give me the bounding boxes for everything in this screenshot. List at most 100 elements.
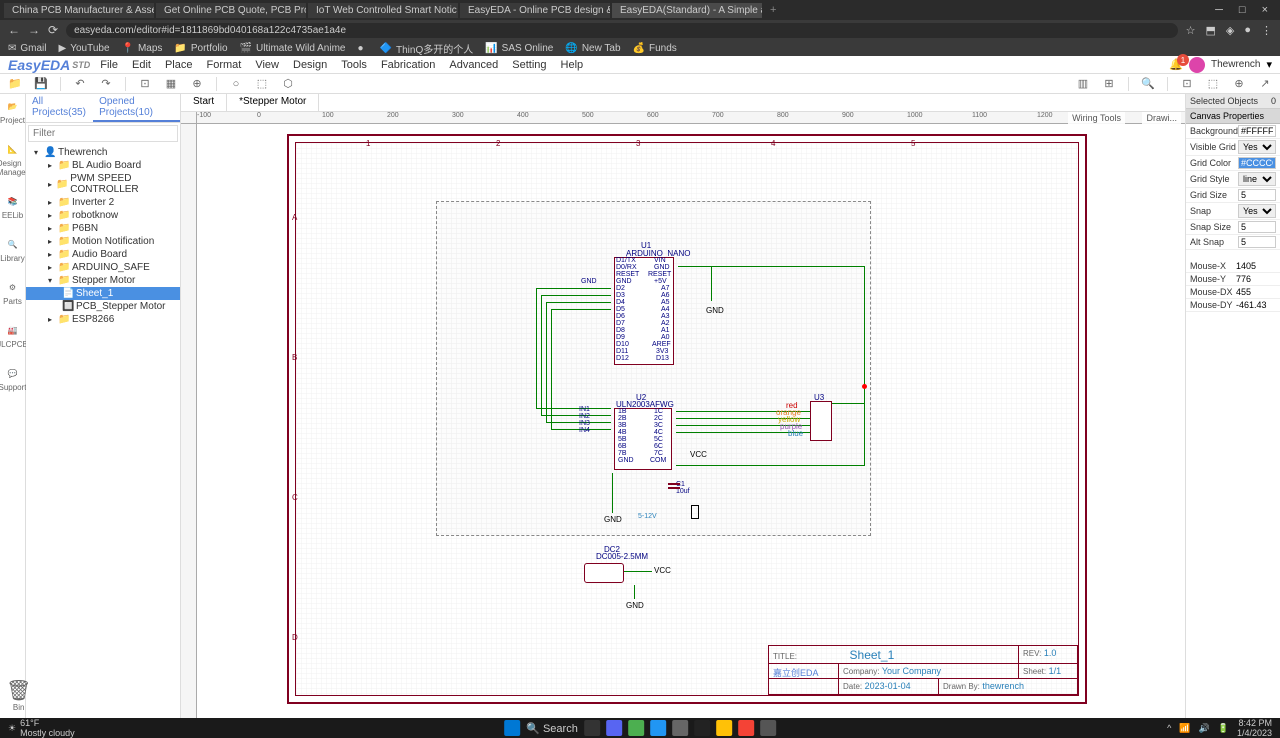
bookmark-youtube[interactable]: ▶ YouTube: [59, 43, 110, 54]
tool-icon[interactable]: ⊡: [138, 77, 152, 91]
start-button[interactable]: [504, 720, 520, 736]
share-icon[interactable]: ↗: [1258, 77, 1272, 91]
opened-projects-tab[interactable]: Opened Projects(10): [93, 94, 180, 122]
tree-project[interactable]: ▸📁Inverter 2: [26, 196, 180, 209]
wiring-tools-overlay[interactable]: Wiring Tools: [1068, 112, 1125, 124]
extension-icon[interactable]: ◈: [1226, 24, 1234, 37]
left-tool-design[interactable]: 📐Design Manager: [0, 141, 28, 177]
taskbar-app-icon[interactable]: [672, 720, 688, 736]
browser-tab[interactable]: EasyEDA - Online PCB design &×: [460, 3, 610, 18]
tree-root[interactable]: ▾👤Thewrench: [26, 146, 180, 159]
menu-view[interactable]: View: [255, 59, 279, 71]
menu-design[interactable]: Design: [293, 59, 327, 71]
background-input[interactable]: [1238, 125, 1276, 137]
open-icon[interactable]: 📁: [8, 77, 22, 91]
all-projects-tab[interactable]: All Projects(35): [26, 94, 93, 122]
menu-edit[interactable]: Edit: [132, 59, 151, 71]
tree-project[interactable]: ▸📁robotknow: [26, 209, 180, 222]
grid-size-input[interactable]: [1238, 189, 1276, 201]
bookmark-newtab[interactable]: 🌐 New Tab: [565, 43, 620, 54]
canvas-tab-start[interactable]: Start: [181, 94, 227, 111]
left-tool-parts[interactable]: ⚙Parts: [3, 279, 22, 306]
tool-icon[interactable]: ⬚: [255, 77, 269, 91]
undo-icon[interactable]: ↶: [73, 77, 87, 91]
menu-advanced[interactable]: Advanced: [449, 59, 498, 71]
taskbar-app-icon[interactable]: [650, 720, 666, 736]
taskbar-app-icon[interactable]: [716, 720, 732, 736]
browser-tab[interactable]: Get Online PCB Quote, PCB Prot×: [156, 3, 306, 18]
redo-icon[interactable]: ↷: [99, 77, 113, 91]
tree-project[interactable]: ▸📁Audio Board: [26, 248, 180, 261]
menu-icon[interactable]: ⋮: [1261, 24, 1272, 37]
avatar[interactable]: [1189, 57, 1205, 73]
browser-tab[interactable]: IoT Web Controlled Smart Notic×: [308, 3, 458, 18]
menu-place[interactable]: Place: [165, 59, 193, 71]
browser-tab[interactable]: EasyEDA(Standard) - A Simple a×: [612, 3, 762, 18]
username[interactable]: Thewrench: [1211, 59, 1260, 70]
tree-project[interactable]: ▸📁ARDUINO_SAFE: [26, 261, 180, 274]
capacitor-c1[interactable]: [668, 483, 680, 489]
close-icon[interactable]: ×: [1262, 4, 1268, 16]
dropdown-icon[interactable]: ▾: [1266, 58, 1272, 71]
tree-project[interactable]: ▾📁Stepper Motor: [26, 274, 180, 287]
app-logo[interactable]: EasyEDA STD: [8, 57, 90, 73]
tool-icon[interactable]: ⊕: [190, 77, 204, 91]
filter-input[interactable]: [28, 125, 178, 142]
menu-setting[interactable]: Setting: [512, 59, 546, 71]
canvas-content[interactable]: 1 2 3 4 5 A B C D U1: [197, 124, 1185, 718]
tool-icon[interactable]: 🔍: [1141, 77, 1155, 91]
snap-size-input[interactable]: [1238, 221, 1276, 233]
left-tool-jlcpcb[interactable]: 🏭JLCPCB: [0, 322, 28, 349]
forward-icon[interactable]: →: [28, 23, 40, 37]
tree-project[interactable]: ▸📁BL Audio Board: [26, 159, 180, 172]
taskbar-app-icon[interactable]: [606, 720, 622, 736]
tool-icon[interactable]: ○: [229, 77, 243, 91]
snap-select[interactable]: Yes: [1238, 204, 1276, 218]
bookmark-funds[interactable]: 💰 Funds: [633, 43, 677, 54]
tree-project[interactable]: ▸📁P6BN: [26, 222, 180, 235]
visible-grid-select[interactable]: Yes: [1238, 140, 1276, 154]
tool-icon[interactable]: ⬚: [1206, 77, 1220, 91]
menu-file[interactable]: File: [100, 59, 118, 71]
bookmark-portfolio[interactable]: 📁 Portfolio: [174, 43, 227, 54]
menu-fabrication[interactable]: Fabrication: [381, 59, 435, 71]
battery-icon[interactable]: 🔋: [1218, 723, 1229, 734]
left-tool-library[interactable]: 🔍Library: [0, 236, 24, 263]
tool-icon[interactable]: ▥: [1076, 77, 1090, 91]
taskbar-app-icon[interactable]: [628, 720, 644, 736]
bookmark-maps[interactable]: 📍 Maps: [122, 43, 163, 54]
canvas-viewport[interactable]: -100 0 100 200 300 400 500 600 700 800 9…: [181, 112, 1185, 738]
menu-format[interactable]: Format: [207, 59, 242, 71]
star-icon[interactable]: ☆: [1186, 24, 1196, 37]
tray-icon[interactable]: ^: [1167, 723, 1171, 733]
maximize-icon[interactable]: □: [1239, 4, 1246, 16]
recycle-bin-icon[interactable]: 🗑 Bin: [6, 678, 31, 712]
alt-snap-input[interactable]: [1238, 236, 1276, 248]
canvas-tab-stepper[interactable]: *Stepper Motor: [227, 94, 319, 111]
connector-u3[interactable]: [810, 401, 832, 441]
left-tool-project[interactable]: 📂Project: [0, 98, 25, 125]
tool-icon[interactable]: ⬡: [281, 77, 295, 91]
save-icon[interactable]: 💾: [34, 77, 48, 91]
tree-project[interactable]: ▸📁ESP8266: [26, 313, 180, 326]
extension-icon[interactable]: ⬒: [1205, 24, 1215, 37]
volume-icon[interactable]: 🔊: [1199, 723, 1210, 734]
bookmark-thinq[interactable]: 🔷 ThinQ多开的个人: [380, 41, 474, 56]
tool-icon[interactable]: ⊕: [1232, 77, 1246, 91]
tree-project[interactable]: ▸📁Motion Notification: [26, 235, 180, 248]
system-tray[interactable]: ^ 📶 🔊 🔋 8:42 PM 1/4/2023: [1167, 718, 1272, 738]
url-input[interactable]: easyeda.com/editor#id=1811869bd040168a12…: [66, 23, 1178, 38]
tree-pcb[interactable]: 🔲PCB_Stepper Motor: [26, 300, 180, 313]
taskbar-app-icon[interactable]: [694, 720, 710, 736]
tree-sheet-selected[interactable]: 📄Sheet_1: [26, 287, 180, 300]
tool-icon[interactable]: ⊞: [1102, 77, 1116, 91]
drawing-overlay[interactable]: Drawi...: [1142, 112, 1181, 124]
left-tool-support[interactable]: 💬Support: [0, 365, 27, 392]
new-tab-button[interactable]: +: [770, 4, 776, 16]
grid-style-select[interactable]: line: [1238, 172, 1276, 186]
taskbar-app-icon[interactable]: [738, 720, 754, 736]
grid-color-input[interactable]: [1238, 157, 1276, 169]
reload-icon[interactable]: ⟳: [48, 23, 58, 37]
bookmark-anime[interactable]: 🎬 Ultimate Wild Anime: [240, 43, 346, 54]
left-tool-eelib[interactable]: 📚EELib: [2, 193, 23, 220]
